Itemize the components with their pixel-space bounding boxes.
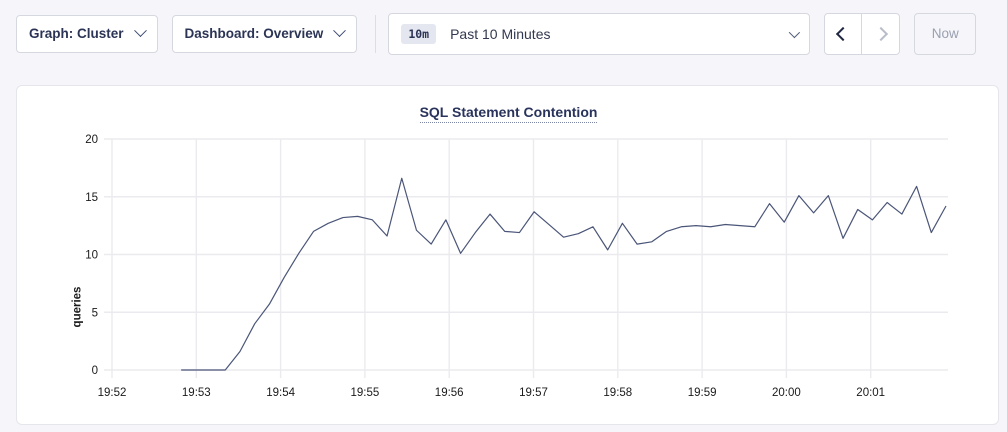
x-tick-labels: 19:52 19:53 19:54 19:55 19:56 19:57 19:58 19:59… <box>98 387 885 399</box>
chart-gridlines <box>104 138 948 378</box>
time-range-label: Past 10 Minutes <box>450 25 551 42</box>
time-range-badge: 10m <box>401 23 437 44</box>
chevron-down-icon <box>333 24 347 38</box>
time-nav-group <box>824 12 901 55</box>
time-nav-forward-button[interactable] <box>862 12 901 55</box>
svg-text:19:58: 19:58 <box>603 387 632 399</box>
series-line-queries <box>181 177 947 371</box>
toolbar-divider <box>375 14 377 53</box>
svg-text:19:52: 19:52 <box>98 387 127 399</box>
svg-text:19:57: 19:57 <box>519 387 548 399</box>
chart-title-text[interactable]: SQL Statement Contention <box>419 104 598 123</box>
svg-text:5: 5 <box>92 307 98 319</box>
svg-text:20:00: 20:00 <box>772 387 801 399</box>
svg-text:19:59: 19:59 <box>688 387 717 399</box>
svg-text:20:01: 20:01 <box>856 387 885 399</box>
chevron-down-icon <box>133 24 147 38</box>
y-tick-labels: 0 5 10 15 20 <box>85 134 98 377</box>
chart-card: SQL Statement Contention queries 0 5 10 15 2… <box>16 85 999 425</box>
svg-text:19:54: 19:54 <box>266 387 295 399</box>
svg-text:15: 15 <box>85 192 98 204</box>
chevron-left-icon <box>836 26 851 41</box>
graph-selector-label: Graph: Cluster <box>29 26 124 41</box>
svg-text:19:56: 19:56 <box>435 387 464 399</box>
top-toolbar: Graph: Cluster Dashboard: Overview 10m P… <box>0 0 1007 67</box>
time-range-picker[interactable]: 10m Past 10 Minutes <box>388 12 811 55</box>
svg-text:10: 10 <box>85 250 98 262</box>
svg-text:0: 0 <box>92 365 98 377</box>
svg-text:20: 20 <box>85 134 98 146</box>
dashboard-selector[interactable]: Dashboard: Overview <box>171 14 358 53</box>
now-button[interactable]: Now <box>914 12 977 55</box>
svg-text:19:53: 19:53 <box>182 387 211 399</box>
graph-selector[interactable]: Graph: Cluster <box>16 14 158 53</box>
svg-text:19:55: 19:55 <box>351 387 380 399</box>
chevron-right-icon <box>873 26 888 41</box>
dashboard-selector-label: Dashboard: Overview <box>184 26 324 41</box>
chevron-down-icon <box>789 26 801 38</box>
time-nav-back-button[interactable] <box>824 12 863 55</box>
chart-title: SQL Statement Contention <box>17 104 1000 123</box>
